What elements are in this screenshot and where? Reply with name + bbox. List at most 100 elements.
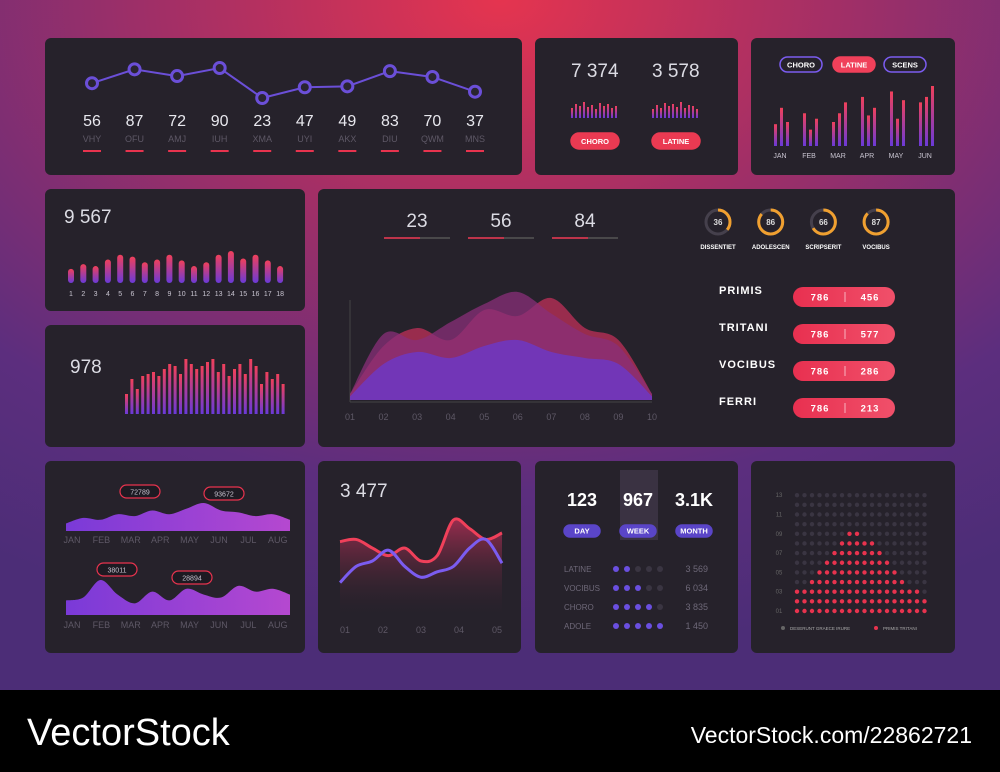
ring-value: 36 xyxy=(714,218,723,227)
bar xyxy=(184,359,188,414)
dot xyxy=(824,493,830,498)
dot xyxy=(794,570,800,575)
spark-bar xyxy=(575,104,577,118)
dot xyxy=(922,608,927,614)
button[interactable] xyxy=(570,132,620,150)
button-label: LATINE xyxy=(663,137,690,146)
bar xyxy=(238,364,242,414)
category-label: VHY xyxy=(83,134,102,144)
dot xyxy=(824,541,830,546)
dot-column xyxy=(914,493,920,614)
dot xyxy=(914,560,920,565)
dot xyxy=(824,599,830,604)
spark-bar xyxy=(595,109,597,118)
stat-value: 84 xyxy=(574,211,596,232)
dot xyxy=(802,608,807,614)
dot xyxy=(907,541,912,546)
ring-arc xyxy=(809,208,837,236)
item-value: 786 xyxy=(811,404,830,415)
dot xyxy=(802,589,807,594)
x-tick-label: 13 xyxy=(215,291,223,298)
dot xyxy=(794,521,800,527)
bar xyxy=(157,376,161,414)
callout-label: 38011 xyxy=(108,568,127,575)
dot-column xyxy=(899,493,905,614)
bar xyxy=(832,122,835,146)
bar xyxy=(786,122,789,146)
pill xyxy=(793,287,895,307)
dot xyxy=(862,599,867,604)
dot xyxy=(794,512,800,517)
dot xyxy=(839,589,845,594)
x-tick-label: 10 xyxy=(647,412,657,422)
dot xyxy=(914,550,920,556)
button[interactable] xyxy=(832,56,876,73)
row-value: 3 835 xyxy=(685,602,708,612)
dot xyxy=(824,589,830,594)
value-label: 87 xyxy=(126,113,144,130)
bar xyxy=(135,389,139,414)
button[interactable] xyxy=(779,56,823,73)
dot xyxy=(854,521,860,527)
dot xyxy=(832,493,837,498)
dot xyxy=(869,550,875,556)
dot xyxy=(802,521,807,527)
dot xyxy=(862,579,867,585)
dot xyxy=(869,579,875,585)
dot xyxy=(862,512,867,517)
button[interactable] xyxy=(675,524,713,538)
stat-value: 3.1K xyxy=(675,490,713,510)
dot xyxy=(817,502,822,508)
ring-label: DISSENTIET xyxy=(700,245,736,251)
button[interactable] xyxy=(651,132,701,150)
dot xyxy=(817,570,822,575)
dot xyxy=(794,541,800,546)
ring-value: 66 xyxy=(819,218,828,227)
panel xyxy=(535,461,738,653)
dot xyxy=(802,550,807,556)
dot xyxy=(839,599,845,604)
x-tick-label: 06 xyxy=(513,412,523,422)
bar xyxy=(227,376,231,414)
x-tick-label: MAR xyxy=(830,153,846,160)
dot xyxy=(832,550,837,556)
spark-bar xyxy=(676,107,678,118)
dot xyxy=(862,502,867,508)
area xyxy=(66,502,290,531)
lines-title: 3 477 xyxy=(340,481,388,502)
callout xyxy=(96,562,138,577)
x-tick-label: FEB xyxy=(93,620,111,630)
row-value: 6 034 xyxy=(685,583,708,593)
button[interactable] xyxy=(563,524,601,538)
dot xyxy=(817,589,822,594)
row-name: LATINE xyxy=(564,565,591,574)
dot xyxy=(914,589,920,594)
dot xyxy=(862,493,867,498)
dot xyxy=(794,550,800,556)
dot xyxy=(922,493,927,498)
x-tick-label: 08 xyxy=(580,412,590,422)
dot xyxy=(127,62,142,77)
x-tick-label: 3 xyxy=(94,291,98,298)
bar xyxy=(173,366,177,414)
item-value: 456 xyxy=(861,293,880,304)
button[interactable] xyxy=(619,524,657,538)
dot xyxy=(794,531,800,536)
dot xyxy=(839,560,845,565)
dot xyxy=(854,541,860,546)
dot xyxy=(862,570,867,575)
bar xyxy=(146,374,150,414)
button[interactable] xyxy=(883,56,927,73)
dot xyxy=(869,512,875,517)
dot xyxy=(862,560,867,565)
callout-label: 93672 xyxy=(214,492,234,499)
pill xyxy=(793,398,895,418)
bar xyxy=(867,115,870,146)
dot xyxy=(854,570,860,575)
dot xyxy=(899,579,905,585)
dot xyxy=(657,585,663,591)
dot xyxy=(907,570,912,575)
dot xyxy=(624,585,630,591)
ring-arc xyxy=(757,208,785,236)
x-tick-label: 12 xyxy=(202,291,210,298)
